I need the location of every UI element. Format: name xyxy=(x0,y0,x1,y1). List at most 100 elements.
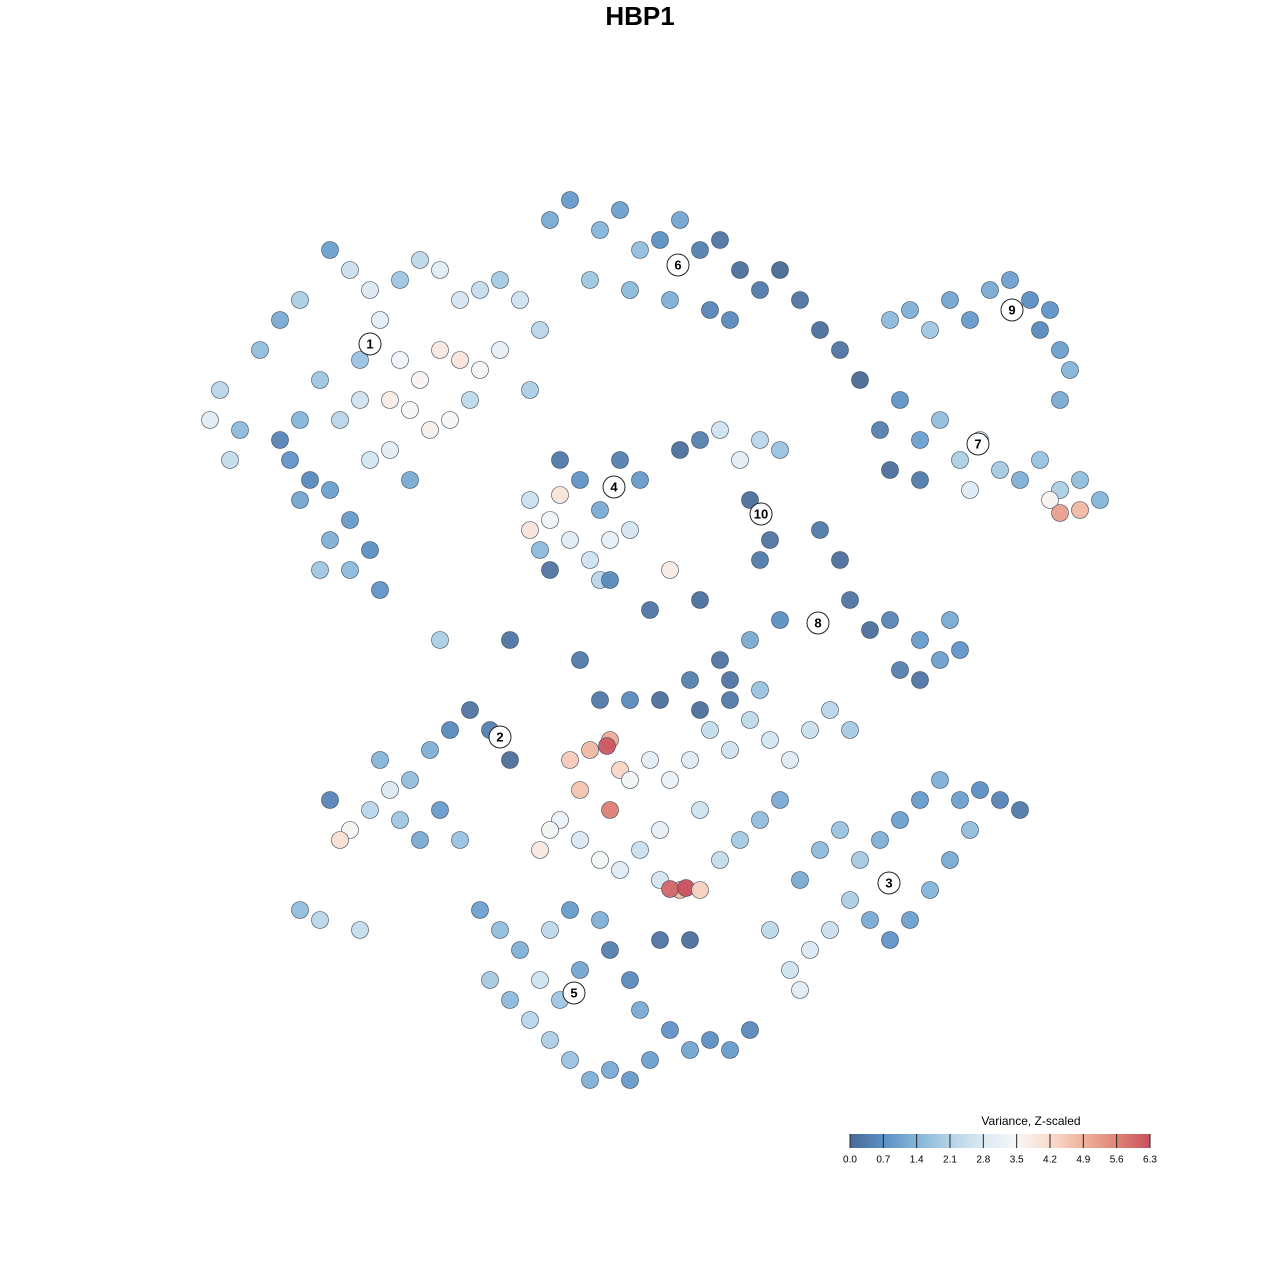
point xyxy=(581,271,599,289)
point xyxy=(801,721,819,739)
point xyxy=(841,591,859,609)
point xyxy=(761,921,779,939)
chart-title: HBP1 xyxy=(605,1,674,31)
point xyxy=(991,791,1009,809)
colorbar-tick-label: 3.5 xyxy=(1010,1155,1024,1166)
point xyxy=(291,901,309,919)
point xyxy=(331,831,349,849)
point xyxy=(611,451,629,469)
point xyxy=(691,801,709,819)
point xyxy=(691,591,709,609)
point xyxy=(541,211,559,229)
point xyxy=(341,261,359,279)
point xyxy=(491,271,509,289)
point xyxy=(431,801,449,819)
point xyxy=(411,251,429,269)
point xyxy=(961,481,979,499)
point xyxy=(791,871,809,889)
point xyxy=(591,221,609,239)
point xyxy=(721,671,739,689)
point xyxy=(521,521,539,539)
point xyxy=(501,991,519,1009)
point xyxy=(701,721,719,739)
point xyxy=(731,451,749,469)
point xyxy=(711,651,729,669)
point xyxy=(761,731,779,749)
point xyxy=(341,511,359,529)
point xyxy=(711,421,729,439)
point xyxy=(651,821,669,839)
cluster-label: 5 xyxy=(570,985,577,1000)
point xyxy=(731,261,749,279)
point xyxy=(681,751,699,769)
point xyxy=(941,291,959,309)
point xyxy=(441,721,459,739)
point xyxy=(591,691,609,709)
colorbar-tick-label: 4.2 xyxy=(1043,1155,1057,1166)
point xyxy=(741,1021,759,1039)
point xyxy=(251,341,269,359)
cluster-label: 8 xyxy=(814,615,821,630)
cluster-badge xyxy=(749,502,773,526)
point xyxy=(351,391,369,409)
point xyxy=(711,851,729,869)
point xyxy=(511,941,529,959)
point xyxy=(271,311,289,329)
point xyxy=(621,771,639,789)
point xyxy=(521,491,539,509)
point xyxy=(521,381,539,399)
point xyxy=(881,931,899,949)
colorbar-tick-label: 1.4 xyxy=(910,1155,924,1166)
point xyxy=(941,611,959,629)
point xyxy=(601,531,619,549)
point xyxy=(541,821,559,839)
point xyxy=(541,561,559,579)
point xyxy=(1051,504,1069,522)
point xyxy=(1071,501,1089,519)
point xyxy=(461,391,479,409)
cluster-badge xyxy=(966,432,990,456)
point xyxy=(721,691,739,709)
point xyxy=(771,441,789,459)
point xyxy=(631,241,649,259)
point xyxy=(871,831,889,849)
point xyxy=(511,291,529,309)
cluster-label: 3 xyxy=(885,875,892,890)
point xyxy=(321,481,339,499)
point xyxy=(451,831,469,849)
point xyxy=(551,451,569,469)
point xyxy=(481,971,499,989)
point xyxy=(831,341,849,359)
point xyxy=(611,861,629,879)
point xyxy=(371,581,389,599)
point xyxy=(621,691,639,709)
point xyxy=(941,851,959,869)
point xyxy=(871,421,889,439)
point xyxy=(431,631,449,649)
point xyxy=(811,321,829,339)
point xyxy=(491,341,509,359)
point xyxy=(951,791,969,809)
point xyxy=(711,231,729,249)
point xyxy=(911,631,929,649)
point xyxy=(381,441,399,459)
point xyxy=(781,961,799,979)
point xyxy=(611,201,629,219)
point xyxy=(571,831,589,849)
cluster-badge xyxy=(562,981,586,1005)
point xyxy=(551,486,569,504)
point xyxy=(321,241,339,259)
point xyxy=(631,841,649,859)
point xyxy=(601,941,619,959)
point xyxy=(681,931,699,949)
point xyxy=(581,551,599,569)
point xyxy=(901,911,919,929)
point xyxy=(221,451,239,469)
point xyxy=(561,901,579,919)
point xyxy=(791,981,809,999)
point xyxy=(671,441,689,459)
point xyxy=(201,411,219,429)
point xyxy=(721,311,739,329)
colorbar: Variance, Z-scaled 0.0 0.7 1.4 2.1 2.8 3.5 4.2… xyxy=(843,1114,1157,1165)
point xyxy=(1031,321,1049,339)
